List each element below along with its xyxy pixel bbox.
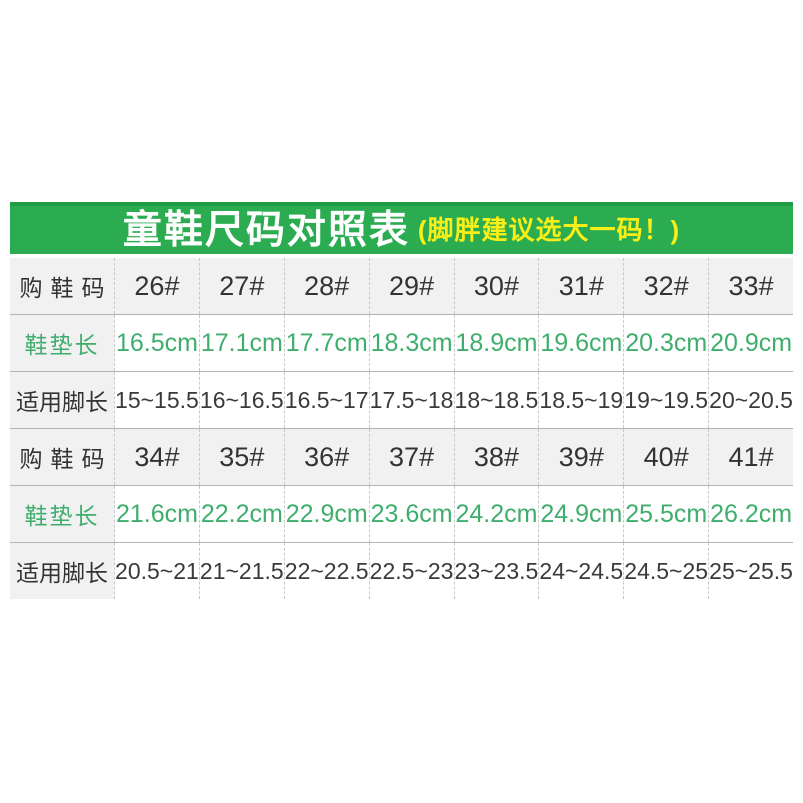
page-subtitle: (脚胖建议选大一码！) bbox=[417, 215, 681, 245]
row-label: 适用脚长 bbox=[10, 372, 114, 428]
table-row-shoe-size-2: 购鞋码 34# 35# 36# 37# 38# 39# 40# 41# bbox=[10, 429, 793, 486]
foot-cell: 20~20.5 bbox=[708, 372, 793, 428]
size-cell: 31# bbox=[538, 258, 623, 314]
foot-cell: 22.5~23 bbox=[368, 543, 454, 599]
insole-cell: 19.6cm bbox=[538, 315, 623, 371]
size-chart-banner: 童鞋尺码对照表 (脚胖建议选大一码！) bbox=[10, 202, 793, 254]
insole-cell: 17.7cm bbox=[283, 315, 369, 371]
foot-cell: 17.5~18 bbox=[368, 372, 454, 428]
row-label: 适用脚长 bbox=[10, 543, 114, 599]
size-cell: 33# bbox=[708, 258, 793, 314]
foot-cell: 19~19.5 bbox=[623, 372, 708, 428]
size-cell: 36# bbox=[283, 429, 369, 485]
size-cell: 39# bbox=[538, 429, 623, 485]
foot-cell: 23~23.5 bbox=[453, 543, 539, 599]
insole-cell: 24.9cm bbox=[538, 486, 623, 542]
insole-cell: 24.2cm bbox=[453, 486, 539, 542]
foot-cell: 24~24.5 bbox=[538, 543, 623, 599]
size-cell: 29# bbox=[368, 258, 454, 314]
row-label: 鞋垫长 bbox=[10, 486, 114, 542]
row-label: 鞋垫长 bbox=[10, 315, 114, 371]
insole-cell: 20.9cm bbox=[708, 315, 793, 371]
insole-cell: 20.3cm bbox=[623, 315, 708, 371]
table-row-foot-length-2: 适用脚长 20.5~21 21~21.5 22~22.5 22.5~23 23~… bbox=[10, 543, 793, 599]
foot-cell: 16~16.5 bbox=[198, 372, 284, 428]
row-label: 购鞋码 bbox=[10, 258, 114, 314]
page-title: 童鞋尺码对照表 bbox=[122, 208, 410, 252]
size-cell: 32# bbox=[623, 258, 708, 314]
insole-cell: 21.6cm bbox=[114, 486, 199, 542]
insole-cell: 22.2cm bbox=[198, 486, 284, 542]
foot-cell: 20.5~21 bbox=[114, 543, 199, 599]
insole-cell: 18.3cm bbox=[368, 315, 454, 371]
insole-cell: 17.1cm bbox=[198, 315, 284, 371]
size-cell: 40# bbox=[623, 429, 708, 485]
size-chart-table: 购鞋码 26# 27# 28# 29# 30# 31# 32# 33# 鞋垫长 … bbox=[10, 258, 793, 599]
foot-cell: 24.5~25 bbox=[623, 543, 708, 599]
size-cell: 28# bbox=[283, 258, 369, 314]
foot-cell: 25~25.5 bbox=[708, 543, 793, 599]
insole-cell: 25.5cm bbox=[623, 486, 708, 542]
row-label: 购鞋码 bbox=[10, 429, 114, 485]
foot-cell: 21~21.5 bbox=[198, 543, 284, 599]
foot-cell: 15~15.5 bbox=[114, 372, 199, 428]
insole-cell: 23.6cm bbox=[368, 486, 454, 542]
table-row-shoe-size-1: 购鞋码 26# 27# 28# 29# 30# 31# 32# 33# bbox=[10, 258, 793, 315]
size-cell: 30# bbox=[453, 258, 539, 314]
size-cell: 34# bbox=[114, 429, 199, 485]
foot-cell: 16.5~17 bbox=[283, 372, 369, 428]
foot-cell: 22~22.5 bbox=[283, 543, 369, 599]
foot-cell: 18.5~19 bbox=[538, 372, 623, 428]
size-cell: 27# bbox=[198, 258, 284, 314]
size-cell: 37# bbox=[368, 429, 454, 485]
insole-cell: 16.5cm bbox=[114, 315, 199, 371]
size-cell: 41# bbox=[708, 429, 793, 485]
table-row-insole-length-1: 鞋垫长 16.5cm 17.1cm 17.7cm 18.3cm 18.9cm 1… bbox=[10, 315, 793, 372]
insole-cell: 22.9cm bbox=[283, 486, 369, 542]
insole-cell: 26.2cm bbox=[708, 486, 793, 542]
foot-cell: 18~18.5 bbox=[453, 372, 539, 428]
insole-cell: 18.9cm bbox=[453, 315, 539, 371]
table-row-insole-length-2: 鞋垫长 21.6cm 22.2cm 22.9cm 23.6cm 24.2cm 2… bbox=[10, 486, 793, 543]
size-cell: 35# bbox=[198, 429, 284, 485]
size-cell: 38# bbox=[453, 429, 539, 485]
size-cell: 26# bbox=[114, 258, 199, 314]
table-row-foot-length-1: 适用脚长 15~15.5 16~16.5 16.5~17 17.5~18 18~… bbox=[10, 372, 793, 429]
